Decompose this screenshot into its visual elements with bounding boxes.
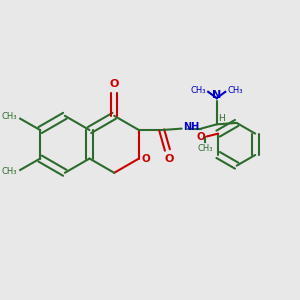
Text: NH: NH (183, 122, 199, 132)
Text: O: O (164, 154, 173, 164)
Text: O: O (110, 79, 119, 89)
Text: CH₃: CH₃ (1, 112, 17, 122)
Text: CH₃: CH₃ (198, 144, 213, 153)
Text: CH₃: CH₃ (1, 167, 17, 176)
Text: O: O (196, 132, 205, 142)
Text: H: H (218, 114, 225, 123)
Text: O: O (142, 154, 151, 164)
Text: CH₃: CH₃ (228, 85, 243, 94)
Text: N: N (212, 89, 221, 100)
Text: CH₃: CH₃ (190, 85, 206, 94)
